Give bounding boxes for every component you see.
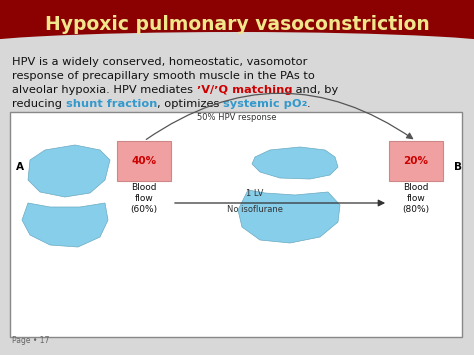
Text: B: B	[454, 162, 462, 172]
Text: , optimizes: , optimizes	[157, 99, 223, 109]
Text: 2: 2	[301, 101, 307, 107]
Text: reducing: reducing	[12, 99, 65, 109]
Text: ʼV/ʼQ matching: ʼV/ʼQ matching	[197, 85, 292, 95]
Text: and, by: and, by	[292, 85, 338, 95]
Polygon shape	[22, 203, 108, 247]
Text: response of precapillary smooth muscle in the PAs to: response of precapillary smooth muscle i…	[12, 71, 315, 81]
Text: 50% HPV response: 50% HPV response	[197, 113, 277, 122]
FancyBboxPatch shape	[117, 141, 171, 181]
Text: systemic pO: systemic pO	[223, 99, 301, 109]
Text: HPV is a widely conserved, homeostatic, vasomotor: HPV is a widely conserved, homeostatic, …	[12, 57, 307, 67]
Text: Page • 17: Page • 17	[12, 336, 49, 345]
Text: alveolar hypoxia. HPV mediates: alveolar hypoxia. HPV mediates	[12, 85, 197, 95]
Bar	[10, 112, 462, 337]
Text: shunt fraction: shunt fraction	[65, 99, 157, 109]
Text: Blood
flow
(60%): Blood flow (60%)	[130, 183, 157, 214]
Text: 40%: 40%	[131, 156, 156, 166]
Text: No isoflurane: No isoflurane	[227, 205, 283, 214]
Text: 20%: 20%	[403, 156, 428, 166]
Polygon shape	[238, 190, 340, 243]
Text: 1 LV: 1 LV	[246, 189, 264, 198]
Text: Blood
flow
(80%): Blood flow (80%)	[402, 183, 429, 214]
Text: A: A	[16, 162, 24, 172]
Text: 2: 2	[301, 101, 307, 107]
Text: .: .	[307, 99, 310, 109]
Text: Hypoxic pulmonary vasoconstriction: Hypoxic pulmonary vasoconstriction	[45, 15, 429, 33]
Ellipse shape	[0, 32, 474, 62]
FancyBboxPatch shape	[389, 141, 443, 181]
Polygon shape	[252, 147, 338, 179]
Polygon shape	[28, 145, 110, 197]
Bar	[0, 0, 474, 45]
